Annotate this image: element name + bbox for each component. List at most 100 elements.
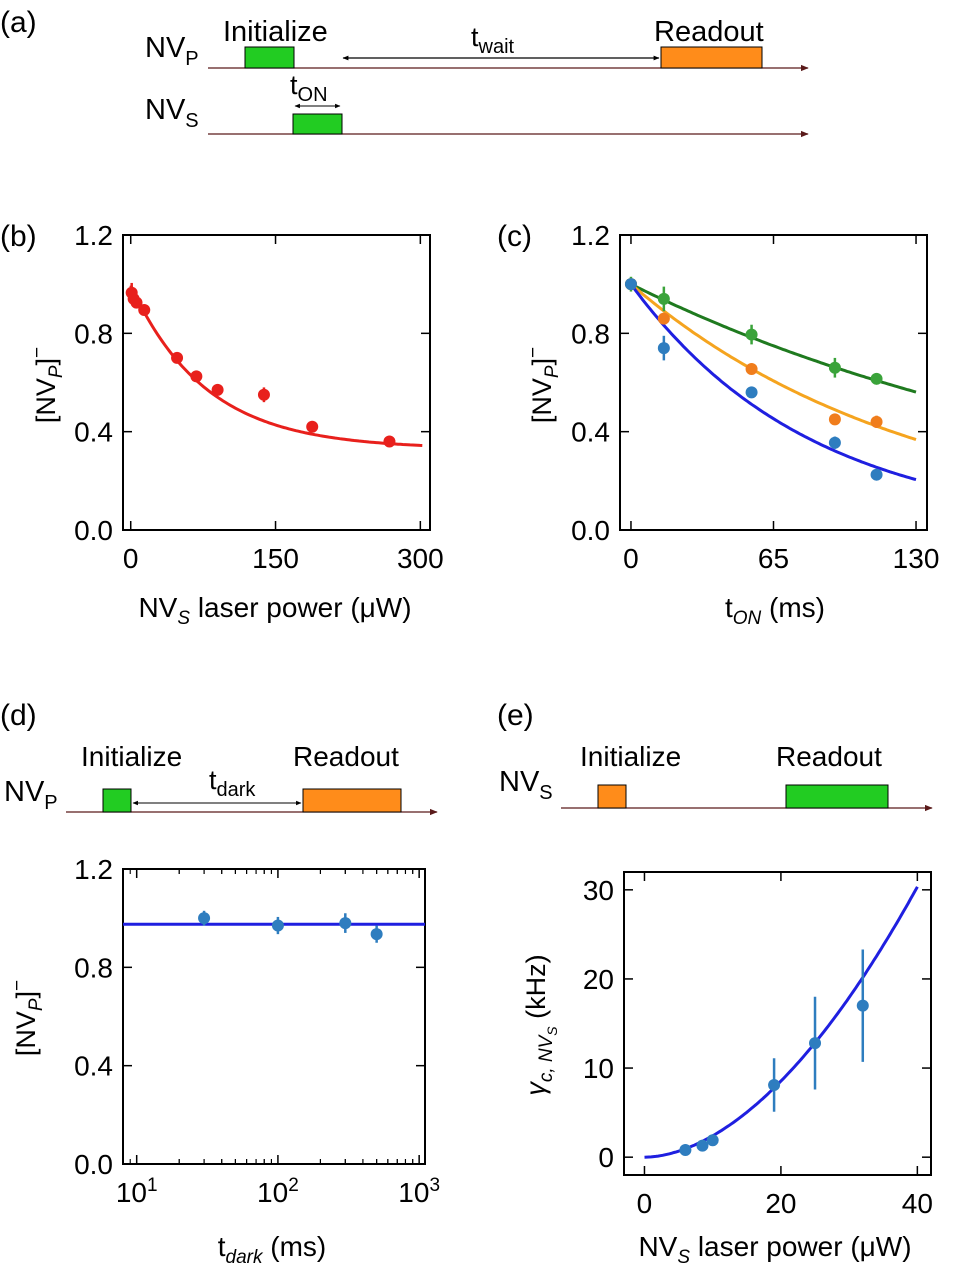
data-point-data-d: [370, 928, 383, 941]
data-point-orange-c: [870, 415, 883, 428]
plot-e: 0 10 20 30 0 20 40: [583, 871, 933, 1219]
ytick-label-d: 0.8: [74, 952, 113, 983]
panel-c-label: (c): [497, 220, 532, 253]
plot-frame-d: [122, 868, 426, 1165]
t-dark-label: tdark: [209, 765, 256, 801]
data-point-green-c: [828, 361, 841, 374]
data-point-orange-c: [657, 312, 670, 325]
xtick-label-e: 0: [637, 1188, 653, 1219]
data-point-data-b: [306, 420, 319, 433]
ytick-label-e: 10: [583, 1053, 614, 1084]
data-point-blue-c: [657, 342, 670, 355]
nvs-channel-label-e: NVS: [499, 766, 553, 804]
ytick-label-c: 0.8: [571, 318, 610, 349]
data-point-data-d: [271, 919, 284, 932]
fit-curve-fit-b: [129, 284, 423, 447]
nvp-channel-label-d: NVP: [4, 776, 58, 814]
data-point-green-c: [657, 292, 670, 305]
fit-curve-orange-fit-c: [630, 283, 917, 442]
data-point-data-e: [696, 1139, 709, 1152]
xtick-label-b: 0: [123, 543, 139, 574]
panel-a-sequence: (a) NVP Initialize twait Readout NVS tON: [0, 6, 809, 138]
data-point-orange-c: [828, 413, 841, 426]
readout-label-e: Readout: [776, 741, 882, 772]
xtick-label-e: 40: [902, 1188, 933, 1219]
ytick-label-b: 0.0: [74, 515, 113, 546]
initialize-pulse-a: [244, 46, 295, 69]
initialize-pulse-d: [102, 788, 132, 813]
xtick-label-d: 101: [116, 1175, 158, 1208]
panel-a-label: (a): [0, 6, 37, 39]
data-point-data-b: [211, 383, 224, 396]
panel-d: (d) NVP Initialize tdark Readout 0.00.40…: [0, 699, 440, 1268]
ytick-label-b: 0.4: [74, 417, 113, 448]
xtick-label-d: 103: [398, 1175, 440, 1208]
readout-pulse-d: [302, 788, 402, 813]
ytick-label-c: 0.0: [571, 515, 610, 546]
xtick-label-c: 65: [758, 543, 789, 574]
data-point-data-b: [383, 435, 396, 448]
t-wait-label: twait: [471, 22, 515, 58]
data-point-data-d: [339, 917, 352, 930]
readout-pulse-e: [785, 784, 889, 809]
ytick-label-d: 0.4: [74, 1051, 113, 1082]
panel-b-label: (b): [0, 220, 37, 253]
xtick-label-d: 102: [257, 1175, 299, 1208]
xlabel-e: NVS laser power (μW): [638, 1231, 911, 1268]
plot-c: 0.0 0.4 0.8 1.2 0 65 130: [571, 220, 939, 574]
plot-frame-e: [623, 871, 932, 1176]
xlabel-d: tdark (ms): [218, 1231, 327, 1268]
ytick-label-e: 20: [583, 964, 614, 995]
panel-e-label: (e): [497, 699, 534, 732]
data-point-data-d: [198, 912, 211, 925]
panel-d-sequence: NVP Initialize tdark Readout: [4, 741, 438, 816]
data-point-data-e: [768, 1078, 781, 1091]
panel-c-chart: (c) 0.0 0.4 0.8 1.2 0 65 130 [NVP]− tON (ms): [497, 220, 939, 629]
nvs-channel-label-a: NVS: [145, 94, 199, 132]
t-on-label: tON: [290, 70, 328, 106]
data-point-blue-c: [828, 436, 841, 449]
ytick-label-c: 0.4: [571, 417, 610, 448]
xlabel-c: tON (ms): [725, 592, 825, 629]
plot-b: 0.0 0.4 0.8 1.2 0 150 300: [74, 220, 444, 574]
xlabel-b: NVS laser power (μW): [138, 592, 411, 629]
data-point-green-c: [745, 328, 758, 341]
data-point-blue-c: [745, 386, 758, 399]
initialize-label-e: Initialize: [580, 741, 681, 772]
fit-curve-fit-e: [644, 886, 919, 1159]
data-point-data-e: [706, 1134, 719, 1147]
data-point-blue-c: [870, 468, 883, 481]
xtick-label-e: 20: [765, 1188, 796, 1219]
initialize-pulse-e: [597, 784, 627, 809]
panel-e-sequence: NVS Initialize Readout: [499, 741, 933, 812]
fit-curve-blue-fit-c: [629, 283, 917, 482]
ytick-label-b: 1.2: [74, 220, 113, 251]
data-point-data-b: [190, 370, 203, 383]
ylabel-c: [NVP]−: [523, 347, 563, 423]
ylabel-e: γc, NVS (kHz): [521, 954, 560, 1095]
readout-label-d: Readout: [293, 741, 399, 772]
t-on-pulse: [292, 113, 343, 135]
data-point-data-e: [809, 1037, 822, 1050]
readout-pulse-a: [660, 46, 763, 69]
data-point-orange-c: [745, 362, 758, 375]
ylabel-d: [NVP]−: [7, 980, 47, 1056]
ytick-label-d: 1.2: [74, 854, 113, 885]
data-point-green-c: [870, 372, 883, 385]
xtick-label-c: 0: [623, 543, 639, 574]
data-point-data-e: [856, 999, 869, 1012]
data-point-data-e: [679, 1144, 692, 1157]
ytick-label-c: 1.2: [571, 220, 610, 251]
ytick-label-e: 0: [598, 1142, 614, 1173]
data-point-data-b: [138, 303, 151, 316]
xtick-label-b: 150: [252, 543, 299, 574]
panel-d-label: (d): [0, 699, 37, 732]
readout-label-a: Readout: [654, 16, 764, 48]
xtick-label-c: 130: [893, 543, 940, 574]
fit-curve-green-fit-c: [630, 282, 917, 394]
xtick-label-b: 300: [397, 543, 444, 574]
initialize-label-a: Initialize: [223, 16, 328, 48]
initialize-label-d: Initialize: [81, 741, 182, 772]
